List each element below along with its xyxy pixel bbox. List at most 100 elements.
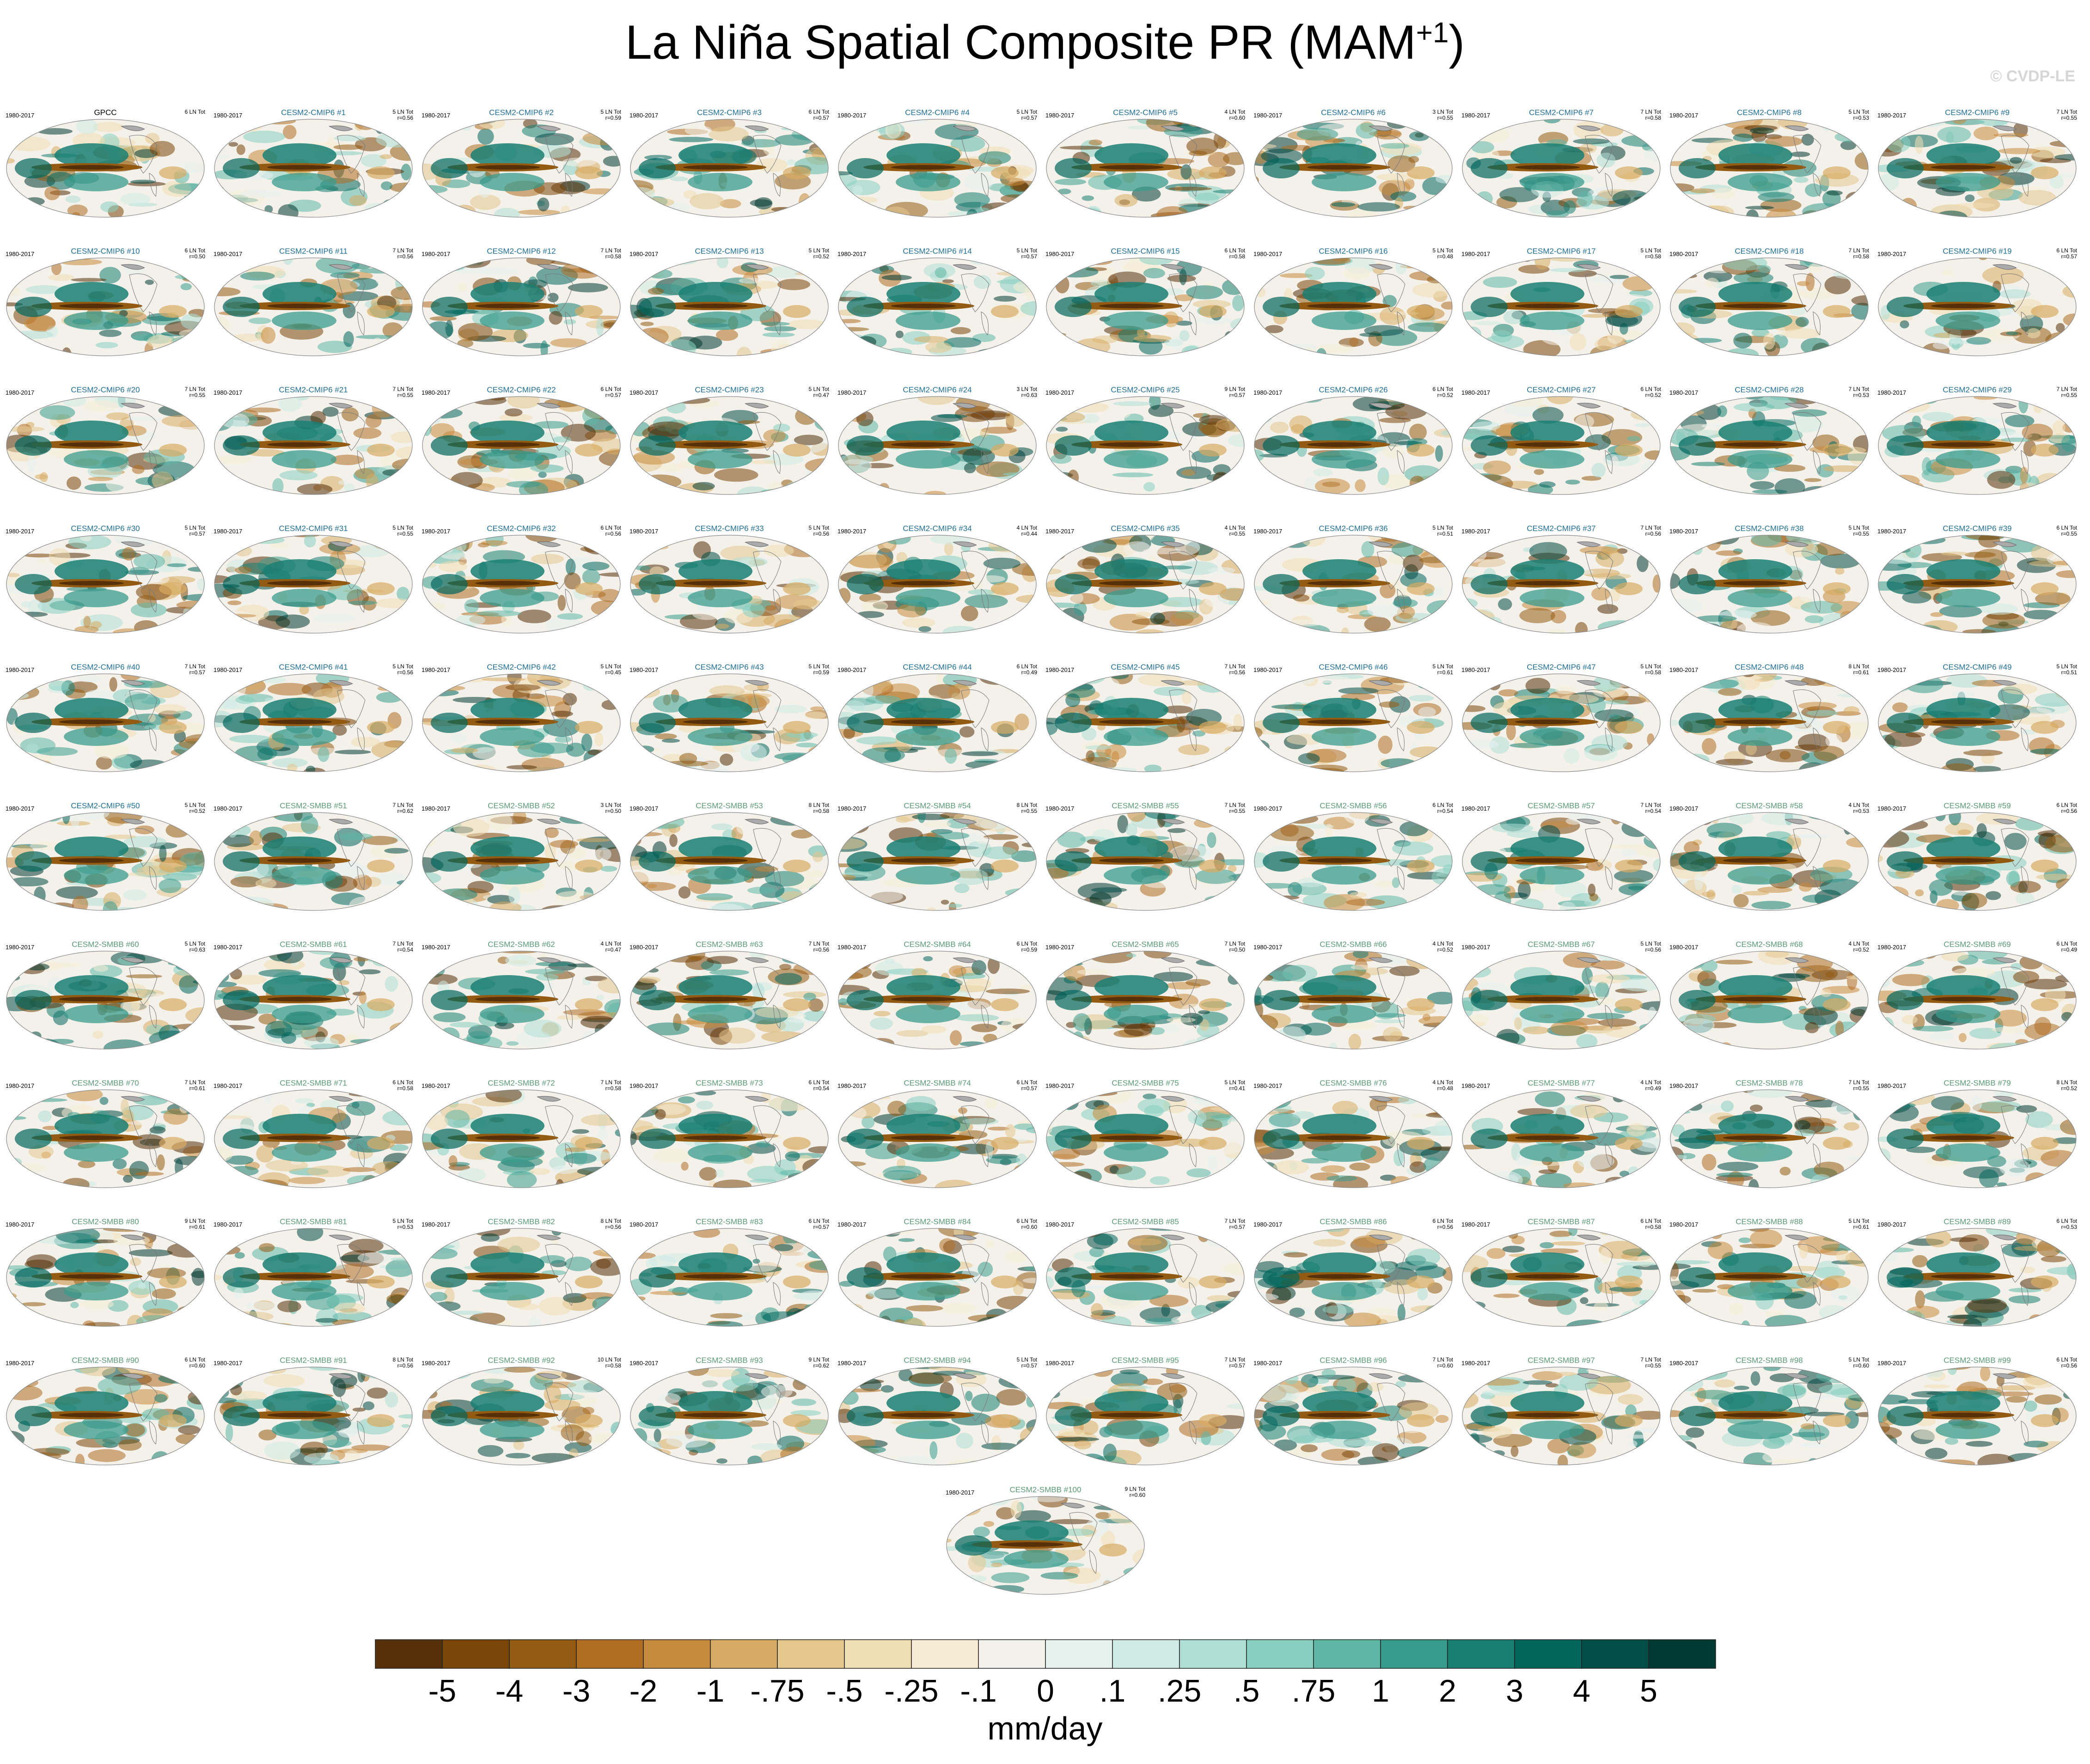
map-panel: 1980-2017 CESM2-CMIP6 #27 6 LN Tot r=0.52	[1459, 380, 1664, 509]
map-field	[630, 1089, 829, 1188]
panel-period: 1980-2017	[629, 1082, 659, 1089]
watermark: © CVDP-LE	[1990, 67, 2075, 85]
panel-pattern-correlation: r=0.55	[1853, 531, 1869, 537]
map-panel: 1980-2017 CESM2-SMBB #51 7 LN Tot r=0.62	[211, 796, 416, 925]
map-panel: 1980-2017 CESM2-SMBB #95 7 LN Tot r=0.57	[1043, 1350, 1248, 1480]
map-field	[1254, 812, 1453, 911]
map-field	[1254, 951, 1453, 1050]
map-field	[422, 119, 621, 218]
panel-period: 1980-2017	[1253, 528, 1283, 535]
map-field	[6, 951, 205, 1050]
colorbar-box	[509, 1639, 577, 1669]
panel-event-count: 5 LN Tot r=0.63	[184, 940, 205, 953]
panel-title: CESM2-SMBB #61	[280, 940, 347, 949]
map-field	[422, 951, 621, 1050]
panel-pattern-correlation: r=0.55	[2061, 531, 2077, 537]
panel-period: 1980-2017	[1669, 250, 1699, 257]
panel-period: 1980-2017	[1253, 666, 1283, 673]
panel-pattern-correlation: r=0.58	[1229, 253, 1245, 260]
panel-title: CESM2-SMBB #83	[696, 1217, 763, 1226]
panel-pattern-correlation: r=0.52	[2061, 1085, 2077, 1092]
panel-period: 1980-2017	[1461, 944, 1491, 951]
panel-pattern-correlation: r=0.55	[1229, 808, 1245, 814]
panel-pattern-correlation: r=0.55	[397, 392, 413, 398]
panel-title: CESM2-SMBB #54	[904, 801, 971, 810]
panel-title: CESM2-CMIP6 #49	[1943, 663, 2012, 671]
panel-pattern-correlation: r=0.55	[1853, 1085, 1869, 1092]
panel-period: 1980-2017	[214, 805, 243, 812]
panel-title: CESM2-SMBB #66	[1320, 940, 1387, 949]
panel-title: CESM2-SMBB #62	[488, 940, 555, 949]
map-field	[1878, 1089, 2077, 1188]
map-field	[630, 257, 829, 356]
panel-event-count: 6 LN Tot r=0.60	[184, 1356, 205, 1369]
map-field	[1046, 535, 1245, 634]
panel-pattern-correlation: r=0.55	[1645, 1362, 1661, 1369]
panel-title: CESM2-SMBB #52	[488, 801, 555, 810]
panel-event-count: 5 LN Tot r=0.57	[1016, 109, 1037, 121]
panel-title: CESM2-CMIP6 #34	[903, 524, 972, 533]
map-field	[1878, 951, 2077, 1050]
panel-period: 1980-2017	[1877, 944, 1907, 951]
panel-period: 1980-2017	[422, 944, 451, 951]
map-field	[6, 396, 205, 495]
panel-period: 1980-2017	[1877, 1221, 1907, 1228]
panel-title: CESM2-SMBB #58	[1736, 801, 1803, 810]
map-field	[1670, 1089, 1869, 1188]
panel-title: CESM2-SMBB #85	[1112, 1217, 1179, 1226]
panel-event-count: 5 LN Tot r=0.55	[392, 525, 413, 537]
map-field	[214, 673, 413, 772]
panel-pattern-correlation: r=0.56	[1229, 669, 1245, 676]
panel-event-count: 7 LN Tot r=0.53	[1848, 386, 1869, 398]
panel-pattern-correlation: r=0.48	[1437, 1085, 1453, 1092]
panel-title: CESM2-SMBB #80	[72, 1217, 139, 1226]
panel-period: 1980-2017	[629, 389, 659, 396]
map-field	[214, 119, 413, 218]
panel-period: 1980-2017	[629, 528, 659, 535]
panel-title: CESM2-CMIP6 #45	[1111, 663, 1180, 671]
map-field	[1878, 119, 2077, 218]
map-field	[214, 812, 413, 911]
map-field	[6, 257, 205, 356]
panel-title: CESM2-SMBB #99	[1943, 1356, 2011, 1365]
panel-period: 1980-2017	[837, 1221, 867, 1228]
panel-event-count: 6 LN Tot r=0.58	[392, 1079, 413, 1092]
panel-event-count: 7 LN Tot r=0.55	[392, 386, 413, 398]
panel-event-count: 6 LN Tot r=0.49	[1016, 663, 1037, 676]
map-field	[1254, 673, 1453, 772]
colorbar-box	[442, 1639, 510, 1669]
panel-period: 1980-2017	[1877, 389, 1907, 396]
panel-title: CESM2-SMBB #86	[1320, 1217, 1387, 1226]
map-field	[1462, 812, 1661, 911]
panel-event-count: 6 LN Tot r=0.49	[2056, 940, 2077, 953]
panel-period: 1980-2017	[1461, 112, 1491, 119]
panel-period: 1980-2017	[1461, 666, 1491, 673]
panel-period: 1980-2017	[214, 112, 243, 119]
panel-event-count: 5 LN Tot r=0.56	[392, 663, 413, 676]
panel-event-count: 5 LN Tot r=0.57	[184, 525, 205, 537]
panel-event-count: 7 LN Tot r=0.56	[392, 247, 413, 260]
colorbar-box	[1380, 1639, 1448, 1669]
panel-period: 1980-2017	[422, 1360, 451, 1367]
panel-period: 1980-2017	[837, 250, 867, 257]
map-panel: 1980-2017 CESM2-SMBB #91 8 LN Tot r=0.56	[211, 1350, 416, 1480]
panel-event-count: 4 LN Tot r=0.55	[1224, 525, 1245, 537]
panel-event-count: 4 LN Tot r=0.52	[1432, 940, 1453, 953]
panel-event-count: 6 LN Tot r=0.60	[1016, 1218, 1037, 1230]
map-field	[6, 1228, 205, 1327]
panel-title: CESM2-CMIP6 #18	[1735, 247, 1804, 256]
panel-pattern-correlation: r=0.52	[1853, 946, 1869, 953]
panel-period: 1980-2017	[1669, 1082, 1699, 1089]
panel-title: CESM2-CMIP6 #4	[905, 108, 970, 117]
panel-event-count: 6 LN Tot r=0.54	[1432, 802, 1453, 814]
colorbar-box	[1313, 1639, 1381, 1669]
panel-pattern-correlation: r=0.52	[1437, 946, 1453, 953]
panel-period: 1980-2017	[422, 528, 451, 535]
panel-pattern-correlation: r=0.62	[813, 1362, 829, 1369]
map-field	[1462, 1228, 1661, 1327]
panel-period: 1980-2017	[1877, 666, 1907, 673]
panel-event-count: 7 LN Tot r=0.60	[1432, 1356, 1453, 1369]
panel-pattern-correlation: r=0.41	[1229, 1085, 1245, 1092]
panel-event-count: 6 LN Tot r=0.54	[808, 1079, 829, 1092]
panel-pattern-correlation: r=0.50	[189, 253, 205, 260]
